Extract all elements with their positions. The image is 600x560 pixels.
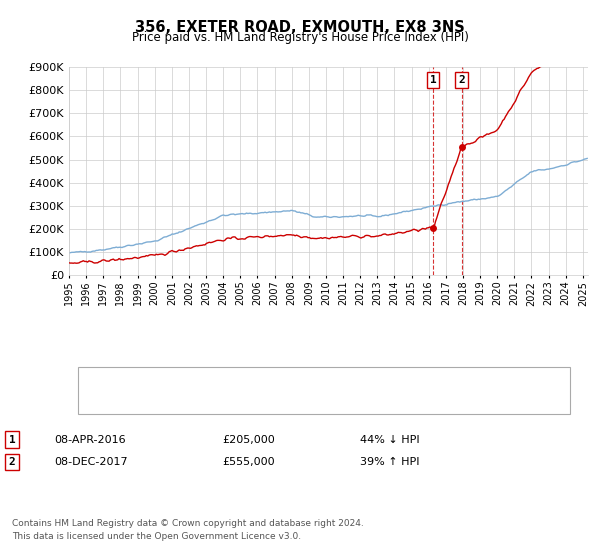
Text: Price paid vs. HM Land Registry's House Price Index (HPI): Price paid vs. HM Land Registry's House … [131, 31, 469, 44]
Text: £205,000: £205,000 [222, 435, 275, 445]
Text: 39% ↑ HPI: 39% ↑ HPI [360, 457, 419, 467]
Text: 2: 2 [8, 457, 16, 467]
Text: ——: —— [90, 370, 118, 384]
Text: ——: —— [90, 394, 118, 408]
Text: HPI: Average price, detached house, East Devon: HPI: Average price, detached house, East… [126, 396, 378, 406]
Text: 44% ↓ HPI: 44% ↓ HPI [360, 435, 419, 445]
Text: This data is licensed under the Open Government Licence v3.0.: This data is licensed under the Open Gov… [12, 532, 301, 541]
Text: 08-APR-2016: 08-APR-2016 [54, 435, 125, 445]
Text: 356, EXETER ROAD, EXMOUTH, EX8 3NS: 356, EXETER ROAD, EXMOUTH, EX8 3NS [135, 20, 465, 35]
Text: Contains HM Land Registry data © Crown copyright and database right 2024.: Contains HM Land Registry data © Crown c… [12, 519, 364, 528]
Text: £555,000: £555,000 [222, 457, 275, 467]
Text: 2: 2 [458, 75, 465, 85]
Text: 1: 1 [8, 435, 16, 445]
Text: 356, EXETER ROAD, EXMOUTH, EX8 3NS (detached house): 356, EXETER ROAD, EXMOUTH, EX8 3NS (deta… [126, 372, 431, 382]
Text: 08-DEC-2017: 08-DEC-2017 [54, 457, 128, 467]
Text: 1: 1 [430, 75, 437, 85]
